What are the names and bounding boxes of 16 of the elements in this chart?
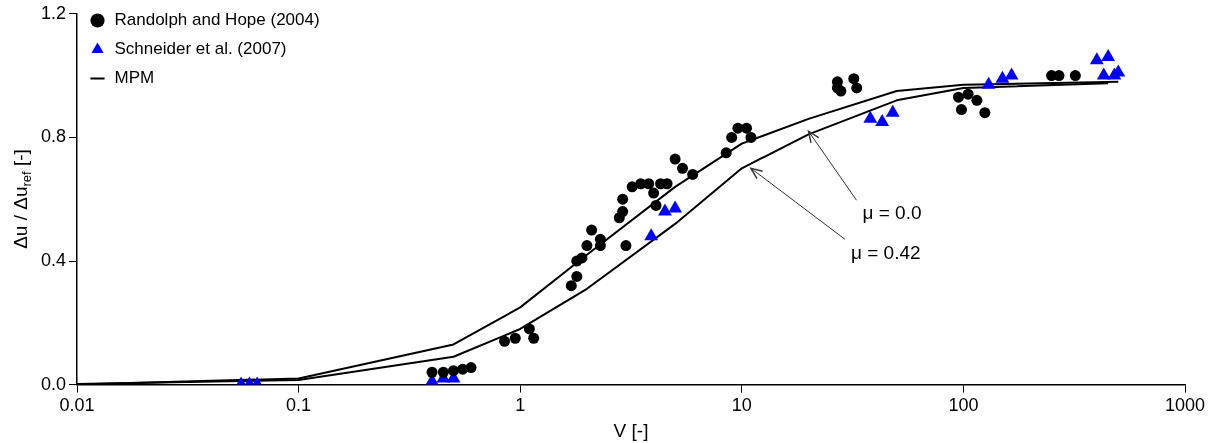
legend-label: Randolph and Hope (2004)	[114, 10, 320, 30]
legend-label: MPM	[114, 68, 155, 88]
x-tick-label: 1000	[1164, 395, 1206, 416]
x-tick-label: 0.1	[286, 395, 312, 416]
annotation: μ = 0.0	[862, 202, 922, 224]
legend-label: Schneider et al. (2007)	[114, 39, 287, 59]
x-tick-label: 0.01	[59, 395, 95, 416]
y-tick-label: 1.2	[40, 2, 67, 23]
x-tick-label: 10	[731, 395, 752, 416]
y-tick-label: 0.0	[40, 373, 67, 394]
y-tick-label: 0.4	[40, 249, 67, 270]
x-axis-title: V [-]	[613, 419, 649, 441]
x-tick-label: 100	[948, 395, 979, 416]
y-tick-label: 0.8	[40, 126, 67, 147]
x-tick-label: 1	[515, 395, 526, 416]
annotation: μ = 0.42	[850, 241, 921, 263]
